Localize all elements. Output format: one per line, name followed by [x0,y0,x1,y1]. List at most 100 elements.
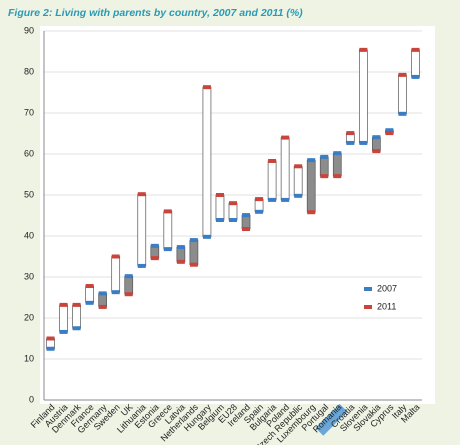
legend-marker [364,287,372,291]
range-bar [398,74,407,115]
marker-1 [320,174,329,179]
marker-0 [111,290,120,295]
marker-0 [359,140,368,145]
range-bar [372,136,381,152]
range-bar [111,256,121,293]
marker-1 [189,262,198,267]
marker-1 [398,72,407,77]
chart-title: Figure 2: Living with parents by country… [8,7,303,19]
marker-1 [85,284,94,289]
marker-1 [46,336,55,341]
marker-0 [176,245,185,250]
range-bar [241,214,251,230]
legend-marker [364,305,372,309]
marker-0 [385,128,394,133]
range-bar [189,239,199,266]
marker-0 [242,213,251,218]
y-tick-label: 90 [24,25,34,35]
marker-1 [163,209,172,214]
y-tick-label: 80 [24,66,34,76]
marker-0 [124,274,133,279]
marker-1 [333,174,342,179]
range-bar [72,304,81,329]
range-bar [176,246,186,263]
legend-label: 2007 [377,283,397,293]
range-bar [124,275,134,295]
marker-0 [268,197,277,202]
marker-0 [189,238,198,243]
marker-1 [111,254,120,259]
marker-0 [229,218,237,223]
marker-0 [215,218,224,223]
range-bar [228,202,238,221]
marker-1 [307,210,316,215]
marker-0 [150,243,159,248]
y-tick-label: 60 [24,148,34,158]
marker-1 [255,197,264,202]
marker-1 [242,227,251,232]
y-tick-label: 20 [24,312,34,322]
legend-label: 2011 [377,301,396,311]
plot-area [40,26,435,404]
marker-0 [411,74,420,79]
range-bar [358,49,368,144]
marker-0 [163,247,172,252]
marker-1 [411,47,420,52]
range-bar [85,285,94,304]
range-bar [319,156,329,177]
marker-0 [202,234,211,239]
marker-1 [72,302,81,307]
range-bar [215,194,225,221]
y-tick-label: 0 [29,394,34,404]
range-bar [267,160,277,201]
marker-1 [59,302,68,307]
marker-1 [294,164,303,169]
y-tick-label: 40 [24,230,34,240]
marker-0 [346,140,355,145]
range-bar [163,211,173,250]
y-tick-label: 70 [24,107,34,117]
highlight [315,403,348,436]
marker-0 [98,291,107,296]
marker-1 [385,131,394,136]
marker-1 [372,149,381,154]
range-bar [202,86,212,238]
marker-0 [255,209,264,214]
marker-1 [98,304,107,309]
y-tick-label: 30 [24,271,34,281]
range-bar [306,159,316,213]
marker-1 [150,256,159,261]
marker-0 [372,135,381,140]
range-bar [293,165,303,197]
marker-0 [398,111,407,116]
range-bar [411,49,420,78]
range-bar [98,293,108,308]
range-bar [59,304,68,333]
y-tick-label: 50 [24,189,34,199]
marker-0 [46,346,55,351]
marker-1 [202,85,211,90]
marker-1 [215,193,224,197]
marker-0 [72,326,81,331]
marker-0 [320,154,329,159]
marker-1 [359,47,368,52]
marker-0 [59,329,68,334]
range-bar [332,152,342,177]
marker-0 [333,151,342,156]
marker-1 [176,259,185,264]
marker-1 [124,292,133,297]
marker-0 [307,158,316,163]
marker-1 [281,135,290,140]
marker-1 [268,158,277,163]
marker-1 [346,131,355,136]
marker-0 [137,263,146,268]
range-bar [137,193,147,267]
marker-0 [281,197,290,202]
marker-0 [85,300,94,305]
marker-1 [137,192,146,197]
marker-1 [229,201,237,206]
y-tick-label: 10 [24,353,34,363]
marker-0 [294,193,303,198]
